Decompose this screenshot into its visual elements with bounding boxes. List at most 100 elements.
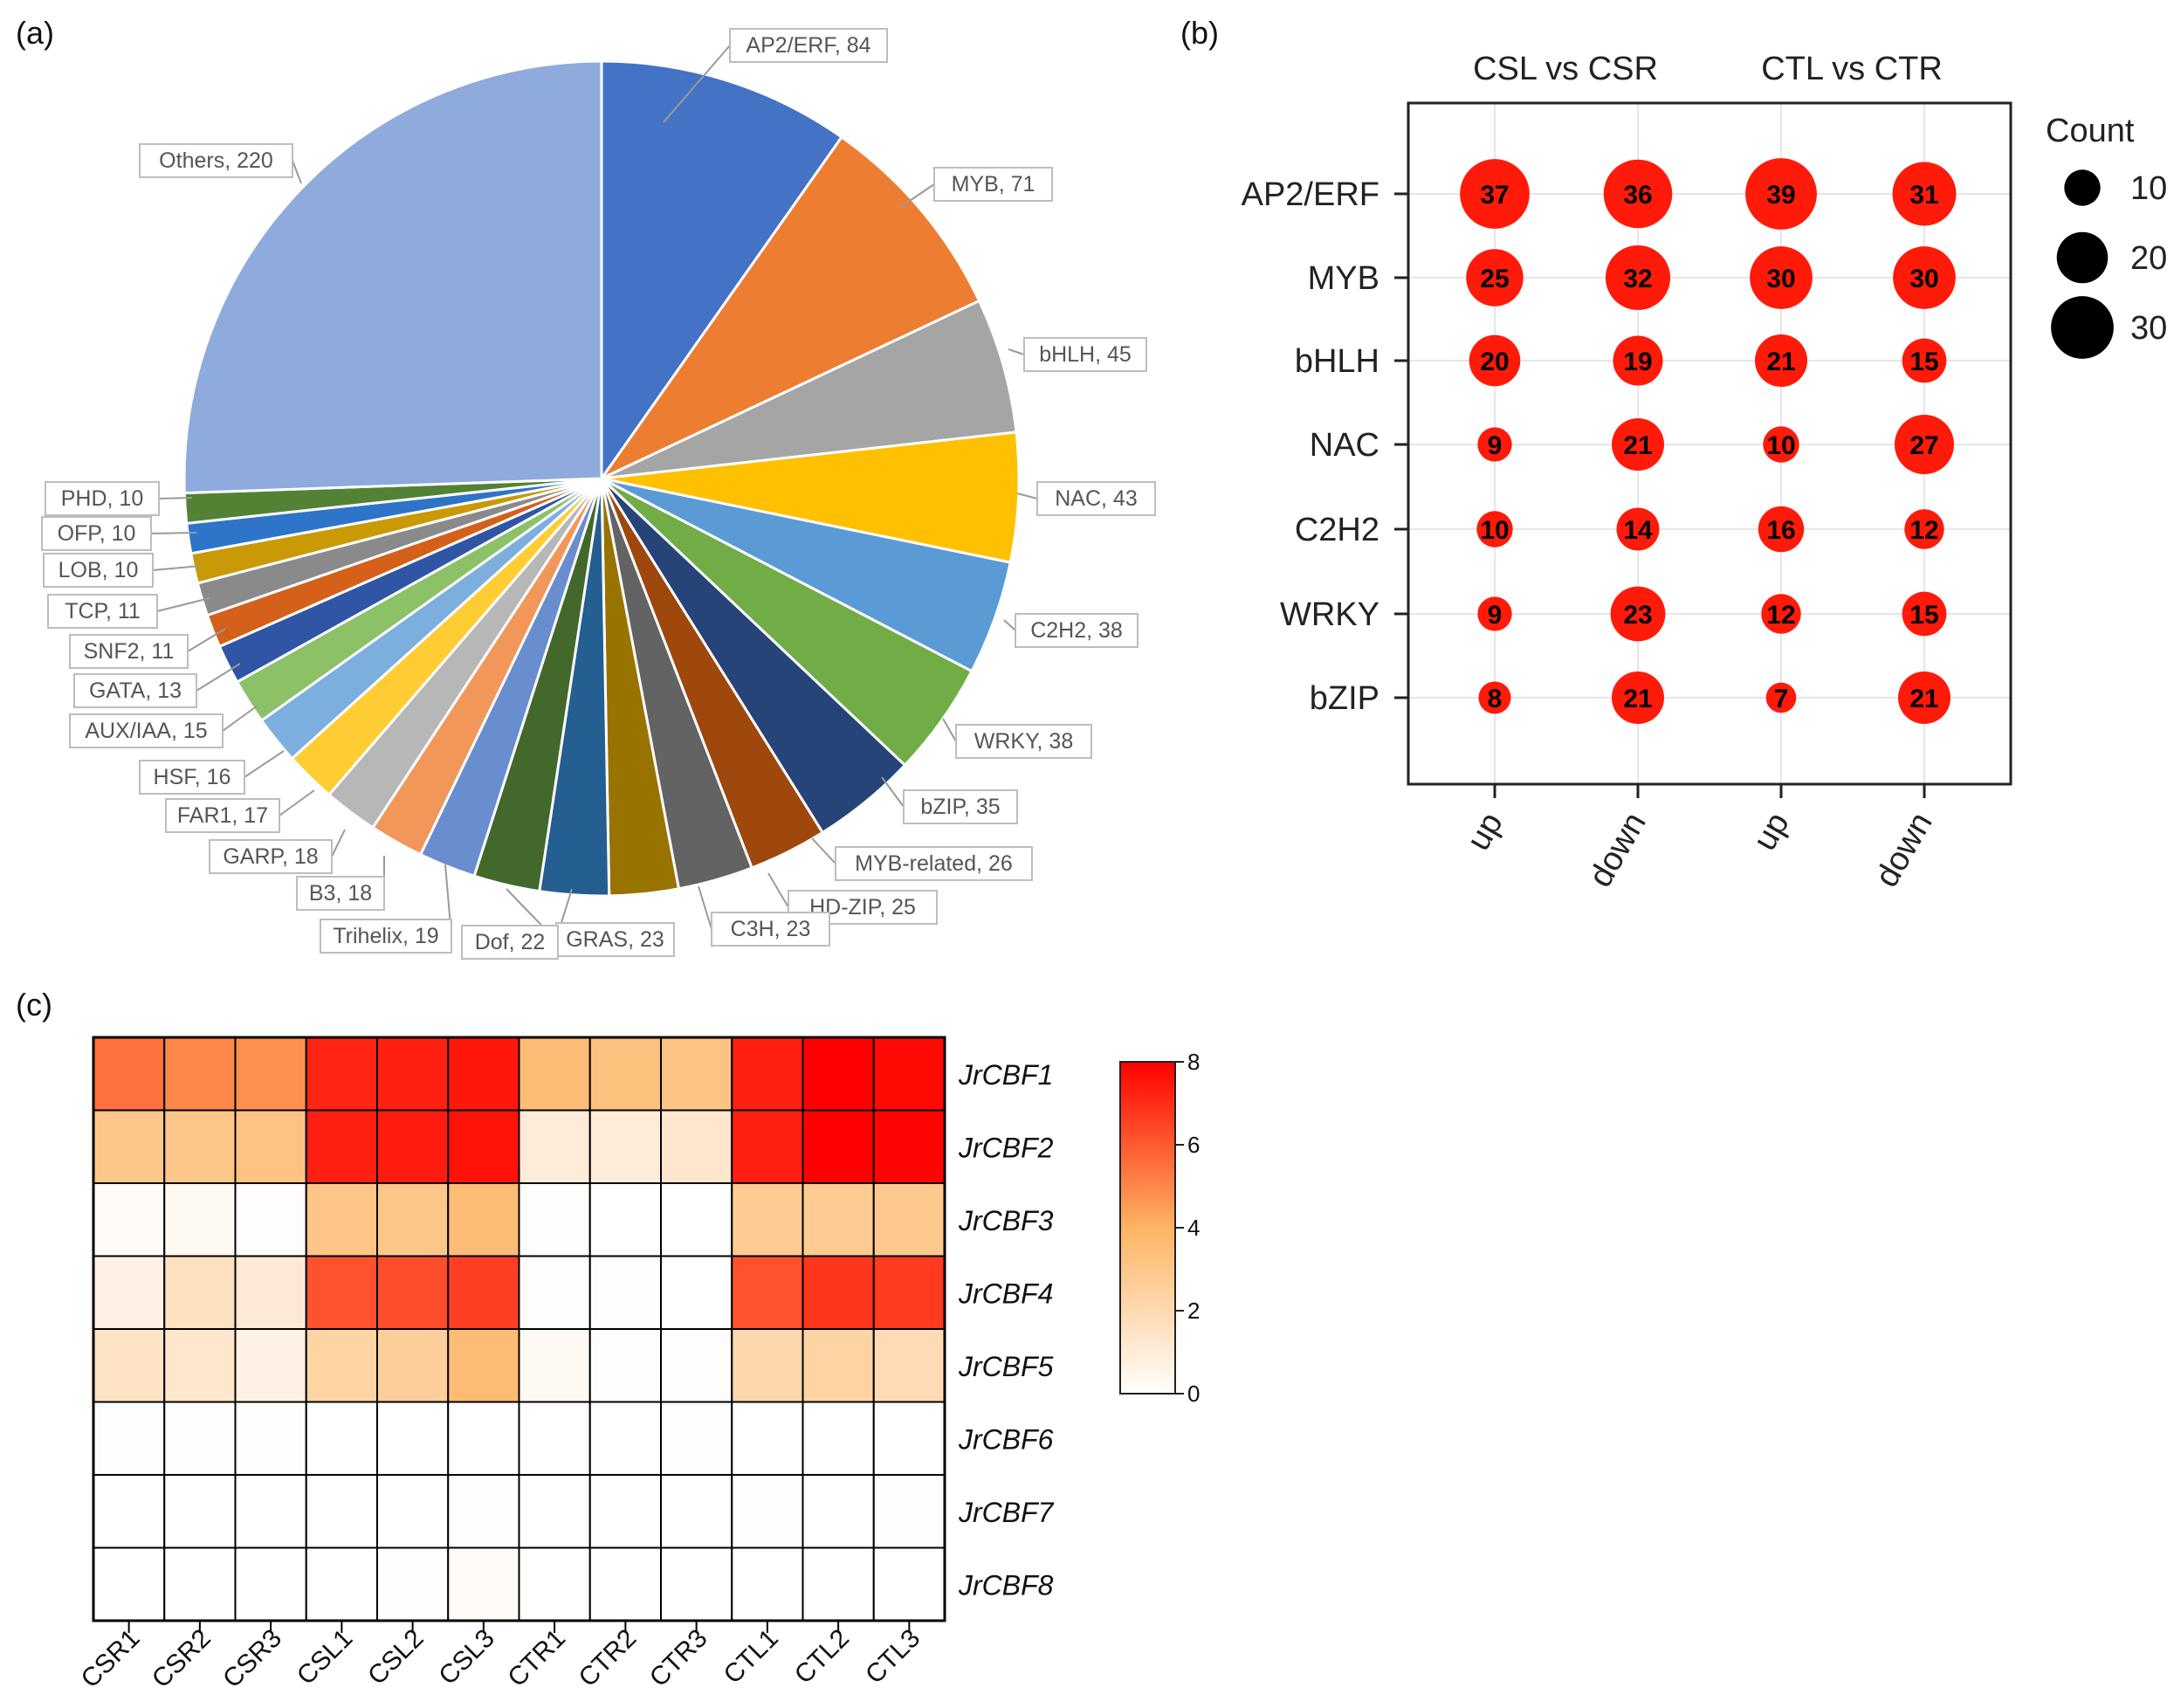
leader-line-gata — [196, 663, 241, 692]
y-tick-label-ap2-erf: AP2/ERF — [1242, 176, 1379, 213]
y-tick-label-nac: NAC — [1310, 427, 1379, 464]
bubble-c2h2-3 — [1904, 509, 1944, 549]
heat-cell-jrcbf3-csr2 — [163, 1182, 237, 1257]
heat-cell-jrcbf6-csr3 — [234, 1401, 307, 1476]
pie-label-box-hsf — [139, 760, 245, 795]
heat-cell-jrcbf6-ctr1 — [518, 1401, 591, 1476]
heat-cell-jrcbf1-csr3 — [234, 1037, 307, 1112]
heat-cell-jrcbf4-csl2 — [376, 1255, 450, 1330]
colorbar-tick-label-6: 6 — [1187, 1132, 1200, 1158]
pie-label-lob: LOB, 10 — [58, 558, 139, 582]
bubble-value-myb-2: 30 — [1766, 265, 1795, 293]
pie-labels: AP2/ERF, 84 MYB, 71 bHLH, 45 NAC, 43 C2H2, 3… — [41, 28, 1156, 960]
bubble-value-bhlh-1: 19 — [1623, 348, 1652, 376]
heat-cell-jrcbf6-ctl1 — [731, 1401, 804, 1476]
bubble-ap2-erf-3 — [1892, 162, 1957, 226]
heat-cell-jrcbf6-ctl3 — [872, 1401, 946, 1476]
pie-label-box-tcp — [47, 594, 158, 629]
bubble-myb-0 — [1466, 249, 1524, 306]
heat-cell-jrcbf3-ctr3 — [660, 1182, 733, 1257]
col-label-ctl1: CTL1 — [719, 1624, 784, 1690]
bubble-wrky-2 — [1761, 594, 1801, 634]
leader-line-others — [292, 160, 302, 184]
col-label-csr2: CSR2 — [147, 1624, 217, 1694]
bubble-value-wrky-3: 15 — [1909, 601, 1938, 630]
bubble-wrky-3 — [1902, 591, 1947, 637]
pie-label-c2h2: C2H2, 38 — [1030, 618, 1123, 643]
heat-cell-jrcbf5-ctr1 — [518, 1328, 591, 1403]
leader-line-hd-zip — [767, 872, 789, 908]
pie-label-bzip: bZIP, 35 — [920, 795, 1000, 819]
heat-cell-jrcbf4-csr1 — [93, 1255, 166, 1330]
pie-label-box-aux-iaa — [69, 713, 224, 748]
heat-cell-jrcbf7-ctr3 — [660, 1474, 733, 1549]
heat-cell-jrcbf1-csr1 — [93, 1037, 166, 1112]
heat-cell-jrcbf1-ctl1 — [731, 1037, 804, 1112]
heat-cell-jrcbf1-ctl2 — [801, 1037, 875, 1112]
bubble-value-myb-1: 32 — [1623, 265, 1652, 293]
legend-bubble-10 — [2064, 169, 2101, 206]
bubble-value-bzip-2: 7 — [1774, 685, 1789, 713]
pie-label-tcp: TCP, 11 — [65, 599, 141, 623]
pie-label-box-wrky — [955, 724, 1092, 759]
pie-label-b3: B3, 18 — [309, 881, 372, 906]
leader-line-lob — [152, 565, 202, 571]
pie-label-box-bhlh — [1023, 337, 1147, 372]
leader-line-bzip — [881, 776, 905, 808]
pie-label-c3h: C3H, 23 — [731, 917, 811, 941]
bubble-bhlh-2 — [1754, 334, 1808, 388]
pie-label-others: Others, 220 — [159, 148, 273, 173]
pie-slice-bhlh — [601, 299, 1018, 480]
heat-cell-jrcbf8-ctl1 — [731, 1546, 804, 1622]
heat-cell-jrcbf4-csr3 — [234, 1255, 307, 1330]
heat-cell-jrcbf7-ctr2 — [588, 1474, 662, 1549]
heat-cell-jrcbf7-ctl2 — [801, 1474, 875, 1549]
pie-label-box-dof — [461, 925, 559, 960]
heat-cell-jrcbf7-ctr1 — [518, 1474, 591, 1549]
heat-cell-jrcbf1-csr2 — [163, 1037, 237, 1112]
heat-cell-jrcbf1-csl1 — [305, 1037, 378, 1112]
pie-label-box-nac — [1036, 481, 1156, 516]
legend-label-20: 20 — [2130, 240, 2167, 277]
col-label-ctl3: CTL3 — [860, 1624, 925, 1690]
heat-cell-jrcbf2-ctl3 — [872, 1109, 946, 1184]
bubbles: 37 36 39 31 25 32 30 30 20 19 21 15 9 21 10 27 10 14 16 12 9… — [1460, 158, 1957, 725]
bubble-value-c2h2-2: 16 — [1766, 516, 1795, 545]
heatmap-frame — [92, 1036, 946, 1622]
heat-cell-jrcbf5-csr3 — [234, 1328, 307, 1403]
col-label-ctr2: CTR2 — [574, 1624, 643, 1693]
heat-cell-jrcbf2-csr2 — [163, 1109, 237, 1184]
heat-cell-jrcbf1-ctr3 — [660, 1037, 733, 1112]
bubble-c2h2-1 — [1616, 507, 1660, 551]
y-tick-label-c2h2: C2H2 — [1295, 512, 1379, 548]
leader-line-ap2-erf — [663, 45, 731, 123]
panel-label-b: (b) — [1180, 15, 1219, 51]
heat-cell-jrcbf2-csl3 — [447, 1109, 520, 1184]
heat-cell-jrcbf8-csr2 — [163, 1546, 237, 1622]
heat-cell-jrcbf1-csl3 — [447, 1037, 520, 1112]
row-label-jrcbf8: JrCBF8 — [958, 1569, 1054, 1601]
heat-cell-jrcbf2-ctr2 — [588, 1109, 662, 1184]
leader-line-c3h — [698, 885, 712, 930]
heat-cell-jrcbf4-csl1 — [305, 1255, 378, 1330]
pie-label-wrky: WRKY, 38 — [974, 729, 1073, 754]
heat-cell-jrcbf5-ctl3 — [872, 1328, 946, 1403]
bubble-value-wrky-1: 23 — [1623, 601, 1652, 630]
y-tick-label-bzip: bZIP — [1310, 680, 1379, 717]
bubble-value-bzip-1: 21 — [1623, 685, 1652, 713]
heat-cell-jrcbf4-ctr1 — [518, 1255, 591, 1330]
heat-cell-jrcbf2-csr1 — [93, 1109, 166, 1184]
pie-slices — [182, 59, 1021, 898]
bubble-myb-3 — [1893, 246, 1956, 309]
col-label-ctl2: CTL2 — [789, 1624, 855, 1690]
bubble-value-wrky-2: 12 — [1766, 601, 1795, 630]
heat-cell-jrcbf3-ctl2 — [801, 1182, 875, 1257]
bubble-nac-0 — [1477, 427, 1512, 462]
heat-cell-jrcbf8-ctl2 — [801, 1546, 875, 1622]
heat-cell-jrcbf1-csl2 — [376, 1037, 450, 1112]
heat-cell-jrcbf7-csr1 — [93, 1474, 166, 1549]
bubble-chart-panel: (b) CSL vs CSR CTL vs CTR AP2/ERF MYB bHLH… — [1180, 15, 2167, 893]
group-title-csl-vs-csr: CSL vs CSR — [1473, 51, 1658, 87]
heat-cell-jrcbf8-ctl3 — [872, 1546, 946, 1622]
leader-line-far1 — [279, 789, 315, 816]
